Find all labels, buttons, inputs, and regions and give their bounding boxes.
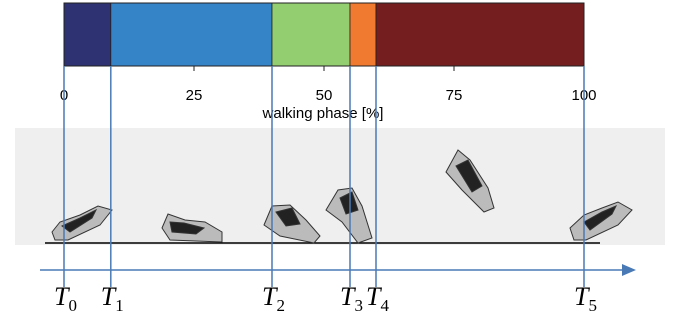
x-tick-label: 25 — [186, 87, 203, 104]
event-subscript: 0 — [68, 296, 77, 315]
bar-segment — [376, 3, 584, 66]
event-label: T4 — [366, 282, 389, 315]
bar-segment — [350, 3, 376, 66]
event-subscript: 4 — [380, 296, 389, 315]
bar-segment — [272, 3, 350, 66]
event-label: T3 — [340, 282, 363, 315]
event-label: T2 — [262, 282, 285, 315]
figure: walking phase [%] 0255075100T0T1T2T3T4T5 — [0, 0, 683, 326]
photo-background — [15, 128, 665, 245]
bar-segment — [64, 3, 111, 66]
event-label: T0 — [54, 282, 77, 315]
event-label: T1 — [101, 282, 124, 315]
event-subscript: 5 — [588, 296, 597, 315]
event-subscript: 1 — [115, 296, 124, 315]
x-axis-label: walking phase [%] — [262, 105, 384, 122]
event-subscript: 2 — [276, 296, 285, 315]
bar-segment — [111, 3, 272, 66]
event-label: T5 — [574, 282, 597, 315]
event-subscript: 3 — [354, 296, 363, 315]
x-tick-label: 75 — [446, 87, 463, 104]
arrow-head — [622, 264, 636, 276]
x-tick-label: 50 — [316, 87, 333, 104]
